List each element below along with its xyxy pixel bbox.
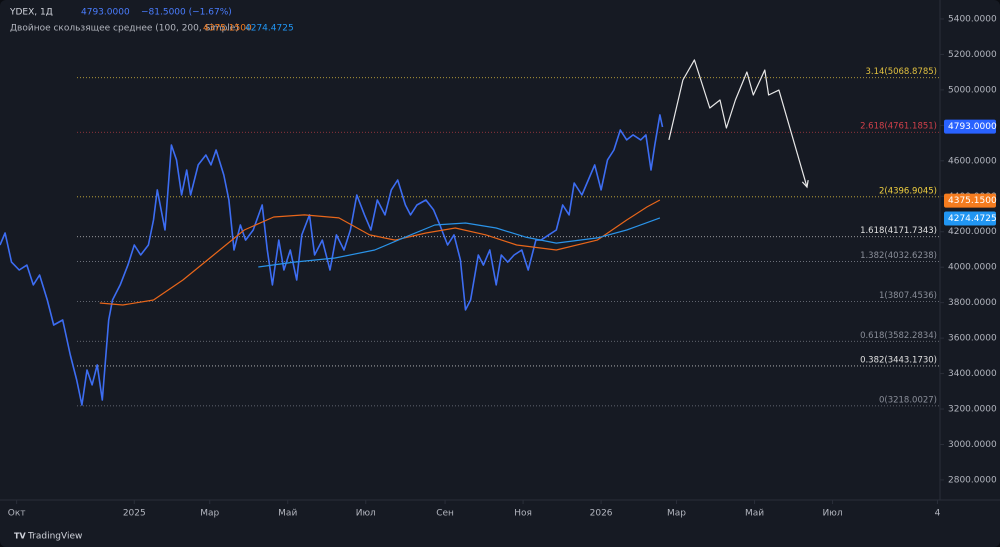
logo: TV bbox=[14, 532, 26, 541]
price-line bbox=[668, 59, 808, 188]
fib-label: 1(3807.4536) bbox=[879, 291, 937, 301]
y-tick-label: 3800.0000 bbox=[948, 298, 997, 308]
symbol: YDEX, 1Д bbox=[9, 8, 53, 18]
y-tick-label: 5400.0000 bbox=[948, 14, 997, 24]
x-tick-label: Окт bbox=[8, 509, 26, 519]
x-tick-label: Ноя bbox=[514, 509, 532, 519]
fib-label: 3.14(5068.8785) bbox=[865, 67, 937, 77]
x-tick-label: 2026 bbox=[590, 509, 613, 519]
fib-label: 0(3218.0027) bbox=[879, 395, 937, 405]
indicator-value: 4274.4725 bbox=[245, 24, 294, 34]
price-badge bbox=[944, 119, 996, 134]
x-tick-label: Июл bbox=[356, 509, 376, 519]
y-tick-label: 5200.0000 bbox=[948, 50, 997, 60]
fib-label: 0.618(3582.2834) bbox=[860, 331, 937, 341]
y-tick-label: 3200.0000 bbox=[948, 405, 997, 415]
price-badge-label: 4274.4725 bbox=[948, 214, 997, 224]
y-tick-label: 4600.0000 bbox=[948, 156, 997, 166]
x-tick-label: Май bbox=[278, 509, 297, 519]
y-tick-label: 3600.0000 bbox=[948, 334, 997, 344]
y-tick-label: 4200.0000 bbox=[948, 227, 997, 237]
fib-label: 1.382(4032.6238) bbox=[860, 251, 937, 261]
price-line bbox=[99, 199, 661, 306]
price-line bbox=[258, 217, 661, 268]
indicator: Двойное скользящее среднее (100, 200, Si… bbox=[10, 24, 239, 34]
fib-label: 2.618(4761.1851) bbox=[860, 122, 937, 132]
price-badge bbox=[944, 193, 996, 208]
y-tick-label: 5000.0000 bbox=[948, 85, 997, 95]
fib-label: 0.382(3443.1730) bbox=[860, 355, 937, 365]
price-line bbox=[0, 114, 664, 406]
x-tick-label: Сен bbox=[436, 509, 454, 519]
x-tick-label: Май bbox=[745, 509, 764, 519]
price-badge-label: 4793.0000 bbox=[948, 122, 997, 132]
change: −81.5000 (−1.67%) bbox=[141, 8, 232, 18]
x-tick-label: 2025 bbox=[123, 509, 146, 519]
x-tick-label: Мар bbox=[667, 509, 686, 519]
x-tick-label: Мар bbox=[200, 509, 219, 519]
price-badge-label: 4375.1500 bbox=[948, 196, 997, 206]
indicator-value: 4375.1500 bbox=[203, 24, 252, 34]
y-tick-label: 2800.0000 bbox=[948, 475, 997, 485]
x-tick-label: Июл bbox=[823, 509, 843, 519]
price-badge bbox=[944, 211, 996, 226]
y-tick-label: 3000.0000 bbox=[948, 440, 997, 450]
fib-label: 1.618(4171.7343) bbox=[860, 226, 937, 236]
y-tick-label: 3400.0000 bbox=[948, 369, 997, 379]
fib-label: 2(4396.9045) bbox=[879, 186, 937, 196]
brand: TradingView bbox=[27, 532, 82, 542]
price: 4793.0000 bbox=[81, 8, 130, 18]
x-tick-label: 4 bbox=[935, 509, 941, 519]
y-tick-label: 4000.0000 bbox=[948, 263, 997, 273]
arrow-head bbox=[801, 180, 809, 189]
